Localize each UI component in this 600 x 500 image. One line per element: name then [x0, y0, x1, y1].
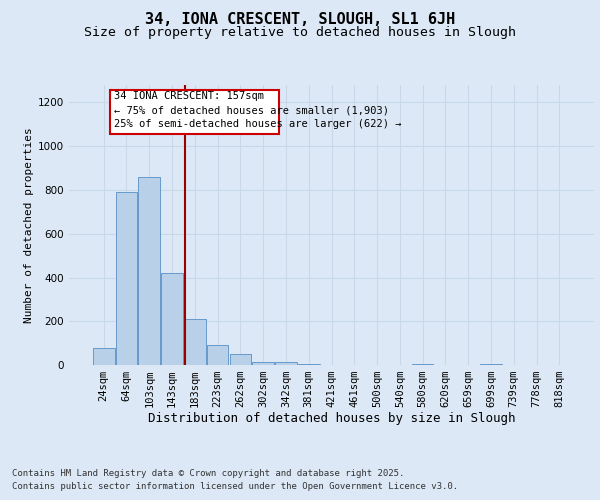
Text: Size of property relative to detached houses in Slough: Size of property relative to detached ho… — [84, 26, 516, 39]
Bar — [116, 192, 137, 365]
Text: Contains HM Land Registry data © Crown copyright and database right 2025.: Contains HM Land Registry data © Crown c… — [12, 468, 404, 477]
Bar — [230, 354, 251, 365]
Text: 34 IONA CRESCENT: 157sqm
← 75% of detached houses are smaller (1,903)
25% of sem: 34 IONA CRESCENT: 157sqm ← 75% of detach… — [114, 91, 401, 129]
Bar — [275, 362, 297, 365]
X-axis label: Distribution of detached houses by size in Slough: Distribution of detached houses by size … — [148, 412, 515, 424]
Bar — [161, 273, 183, 365]
Y-axis label: Number of detached properties: Number of detached properties — [24, 127, 34, 323]
Bar — [480, 364, 502, 365]
Bar — [139, 177, 160, 365]
Bar — [93, 348, 115, 365]
Text: 34, IONA CRESCENT, SLOUGH, SL1 6JH: 34, IONA CRESCENT, SLOUGH, SL1 6JH — [145, 12, 455, 28]
Bar — [110, 90, 279, 134]
Bar — [412, 364, 433, 365]
Bar — [184, 319, 206, 365]
Bar — [207, 346, 229, 365]
Bar — [298, 364, 320, 365]
Text: Contains public sector information licensed under the Open Government Licence v3: Contains public sector information licen… — [12, 482, 458, 491]
Bar — [253, 362, 274, 365]
